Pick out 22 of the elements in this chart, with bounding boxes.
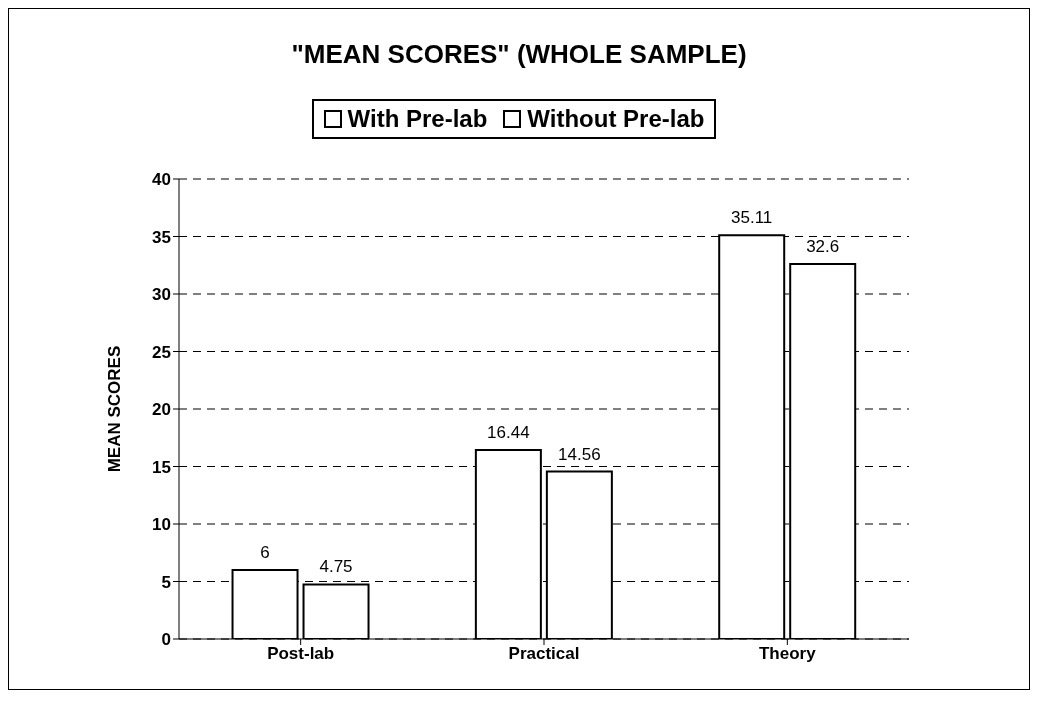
chart-title: "MEAN SCORES" (WHOLE SAMPLE)	[290, 38, 748, 71]
y-tick-label: 20	[152, 400, 171, 420]
y-axis-title: MEAN SCORES	[105, 345, 125, 473]
x-tick-label: Post-lab	[267, 644, 335, 664]
y-tick-label: 0	[161, 630, 171, 650]
x-tick-label: Theory	[758, 644, 817, 664]
data-label: 14.56	[558, 444, 601, 464]
data-label: 35.11	[731, 208, 773, 228]
legend-label: Without Pre-lab	[526, 105, 705, 133]
y-tick-label: 35	[152, 227, 171, 247]
y-tick-label: 15	[152, 457, 171, 477]
x-tick-label: Practical	[508, 644, 580, 664]
y-tick-label: 30	[152, 285, 171, 305]
legend-label: With Pre-lab	[346, 105, 488, 133]
data-label: 32.6	[806, 237, 840, 257]
y-tick-label: 40	[152, 170, 171, 190]
data-label: 4.75	[319, 557, 353, 577]
y-tick-label: 5	[161, 572, 171, 592]
data-label: 16.44	[487, 422, 530, 442]
y-tick-label: 25	[152, 342, 171, 362]
data-label: 6	[260, 543, 270, 562]
y-tick-label: 10	[152, 515, 171, 535]
